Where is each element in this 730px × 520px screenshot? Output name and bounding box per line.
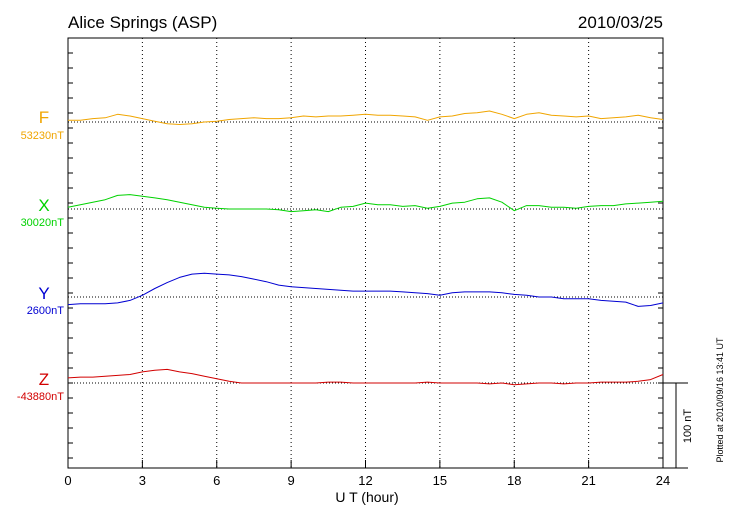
- series-line-x: [67, 194, 664, 213]
- x-tick-label-6: 6: [213, 473, 220, 488]
- grid-layer: [141, 38, 590, 468]
- chart-title: Alice Springs (ASP): [68, 13, 217, 32]
- chart-date: 2010/03/25: [578, 13, 663, 32]
- scale-bar-label: 100 nT: [682, 409, 694, 444]
- legend-baseline-z: -43880nT: [17, 391, 64, 403]
- legend-baseline-f: 53230nT: [21, 130, 65, 142]
- legend-layer: F 53230nT X 30020nT Y 2600nT Z -43880nT: [17, 108, 64, 403]
- x-tick-label-18: 18: [507, 473, 521, 488]
- series-layer: [67, 110, 664, 386]
- series-line-f: [68, 110, 664, 125]
- legend-component-x: X: [38, 196, 49, 215]
- plotted-note: Plotted at 2010/09/16 13:41 UT: [715, 337, 725, 463]
- ticks-layer: 0 3 6 9 12 15 18 21 24: [64, 52, 670, 488]
- x-tick-label-12: 12: [358, 473, 372, 488]
- x-tick-label-21: 21: [581, 473, 595, 488]
- legend-baseline-y: 2600nT: [27, 305, 65, 317]
- series-line-y: [67, 272, 664, 307]
- x-axis-label: U T (hour): [335, 489, 398, 505]
- legend-component-y: Y: [38, 284, 49, 303]
- x-tick-label-3: 3: [139, 473, 146, 488]
- x-tick-label-9: 9: [288, 473, 295, 488]
- x-tick-label-0: 0: [64, 473, 71, 488]
- x-tick-label-15: 15: [433, 473, 447, 488]
- legend-component-z: Z: [39, 370, 49, 389]
- legend-component-f: F: [39, 108, 49, 127]
- legend-baseline-x: 30020nT: [21, 217, 65, 229]
- baseline-layer: [68, 121, 663, 384]
- x-tick-label-24: 24: [656, 473, 670, 488]
- series-line-z: [67, 368, 664, 386]
